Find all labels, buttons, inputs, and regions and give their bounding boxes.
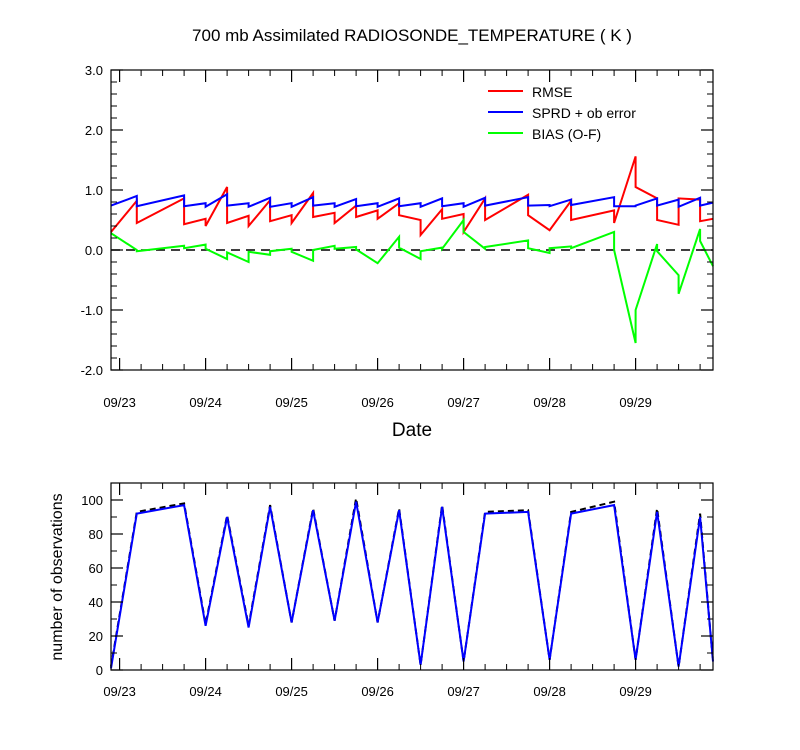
x-tick-label: 09/26 [361, 395, 394, 410]
x-tick-label: 09/23 [103, 395, 136, 410]
x-tick-label: 09/24 [189, 395, 222, 410]
series-line-bias-o-f [110, 216, 714, 344]
y-tick-label: 0.0 [85, 243, 103, 258]
top-chart-frame [110, 69, 714, 371]
y-tick-label: 20 [89, 629, 103, 644]
series-line-sprd-ob-error [110, 192, 714, 209]
top-chart-series [110, 156, 714, 344]
x-tick-label: 09/28 [533, 684, 566, 699]
x-tick-label: 09/24 [189, 684, 222, 699]
y-tick-label: 60 [89, 561, 103, 576]
x-tick-label: 09/27 [447, 684, 480, 699]
bottom-chart-ticks: 09/23 09/24 09/25 09/26 09/27 09/28 09/29 0 20 40… [81, 482, 713, 699]
y-tick-label: 100 [81, 493, 103, 508]
series-line-used [110, 498, 714, 667]
y-tick-label: 40 [89, 595, 103, 610]
bottom-chart-series [110, 498, 714, 669]
y-tick-label: 80 [89, 527, 103, 542]
top-chart: 700 mb Assimilated RADIOSONDE_TEMPERATUR… [81, 26, 714, 441]
bottom-chart-frame [110, 482, 714, 671]
x-tick-label: 09/29 [619, 684, 652, 699]
top-chart-title: 700 mb Assimilated RADIOSONDE_TEMPERATUR… [192, 26, 632, 45]
legend-label-rmse: RMSE [532, 84, 572, 100]
y-tick-label: 3.0 [85, 63, 103, 78]
x-tick-label: 09/25 [275, 395, 308, 410]
x-tick-label: 09/27 [447, 395, 480, 410]
x-tick-label: 09/29 [619, 395, 652, 410]
top-chart-xlabel: Date [392, 420, 432, 441]
x-tick-label: 09/25 [275, 684, 308, 699]
top-chart-ticks: 09/23 09/24 09/25 09/26 09/27 09/28 09/29 -2.0 -… [81, 63, 713, 410]
legend-label-sprd: SPRD + ob error [532, 105, 636, 121]
x-tick-label: 09/23 [103, 684, 136, 699]
legend-label-bias: BIAS (O-F) [532, 126, 601, 142]
y-tick-label: -1.0 [81, 303, 103, 318]
bottom-chart-ylabel: number of observations [49, 493, 66, 660]
series-line-assimilated [110, 501, 714, 669]
x-tick-label: 09/28 [533, 395, 566, 410]
x-tick-label: 09/26 [361, 684, 394, 699]
y-tick-label: 1.0 [85, 183, 103, 198]
y-tick-label: 0 [96, 663, 103, 678]
y-tick-label: 2.0 [85, 123, 103, 138]
bottom-chart: 09/23 09/24 09/25 09/26 09/27 09/28 09/29 0 20 40… [49, 482, 714, 699]
y-tick-label: -2.0 [81, 363, 103, 378]
series-line-rmse [110, 156, 714, 238]
legend: RMSE SPRD + ob error BIAS (O-F) [488, 84, 636, 142]
